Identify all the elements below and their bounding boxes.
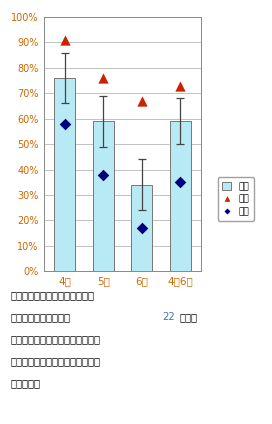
Bar: [54, 78, 75, 271]
Text: 22: 22: [162, 312, 175, 323]
Point: [178, 82, 182, 89]
Text: 値を示す。: 値を示す。: [11, 379, 41, 389]
Point: [63, 120, 67, 127]
Text: 均（棒グラフ）と標準偏差（エラ: 均（棒グラフ）と標準偏差（エラ: [11, 335, 101, 345]
Point: [101, 75, 105, 81]
Text: 冬の平: 冬の平: [180, 312, 197, 323]
Text: ーバー）、ならびに最大値・最小: ーバー）、ならびに最大値・最小: [11, 357, 101, 367]
Point: [101, 171, 105, 178]
Bar: [169, 121, 191, 271]
Text: 占める融雪量の割合。: 占める融雪量の割合。: [11, 312, 71, 323]
Point: [140, 225, 144, 232]
Bar: [92, 121, 114, 271]
Point: [63, 36, 67, 43]
Point: [178, 179, 182, 186]
Text: 図４　４月から６月の流出量に: 図４ ４月から６月の流出量に: [11, 290, 95, 301]
Legend: 平均, 最大, 最小: 平均, 最大, 最小: [218, 177, 254, 221]
Bar: [131, 185, 152, 271]
Point: [140, 98, 144, 104]
